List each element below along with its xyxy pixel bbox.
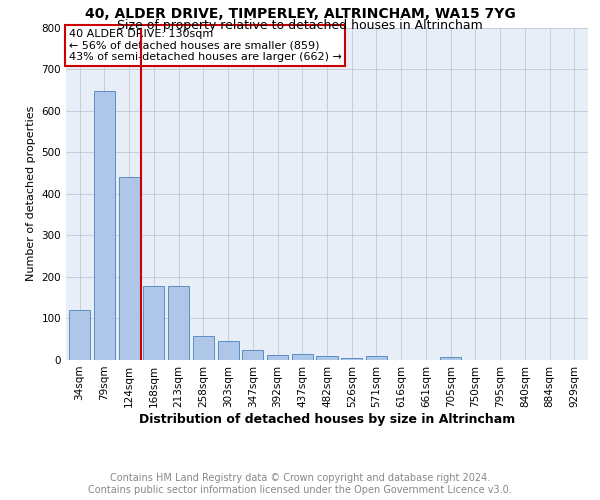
Bar — [119, 177, 140, 360]
Bar — [218, 342, 239, 360]
Text: 40 ALDER DRIVE: 130sqm
← 56% of detached houses are smaller (859)
43% of semi-de: 40 ALDER DRIVE: 130sqm ← 56% of detached… — [68, 29, 341, 62]
Bar — [440, 356, 461, 360]
Bar — [143, 286, 164, 360]
Text: Size of property relative to detached houses in Altrincham: Size of property relative to detached ho… — [117, 19, 483, 32]
X-axis label: Distribution of detached houses by size in Altrincham: Distribution of detached houses by size … — [139, 412, 515, 426]
Text: Contains HM Land Registry data © Crown copyright and database right 2024.
Contai: Contains HM Land Registry data © Crown c… — [88, 474, 512, 495]
Bar — [193, 336, 214, 360]
Bar — [341, 358, 362, 360]
Bar — [267, 354, 288, 360]
Bar — [168, 286, 189, 360]
Bar — [94, 90, 115, 360]
Bar — [69, 310, 90, 360]
Text: 40, ALDER DRIVE, TIMPERLEY, ALTRINCHAM, WA15 7YG: 40, ALDER DRIVE, TIMPERLEY, ALTRINCHAM, … — [85, 8, 515, 22]
Bar — [292, 354, 313, 360]
Y-axis label: Number of detached properties: Number of detached properties — [26, 106, 36, 282]
Bar — [242, 350, 263, 360]
Bar — [366, 356, 387, 360]
Bar — [316, 356, 338, 360]
